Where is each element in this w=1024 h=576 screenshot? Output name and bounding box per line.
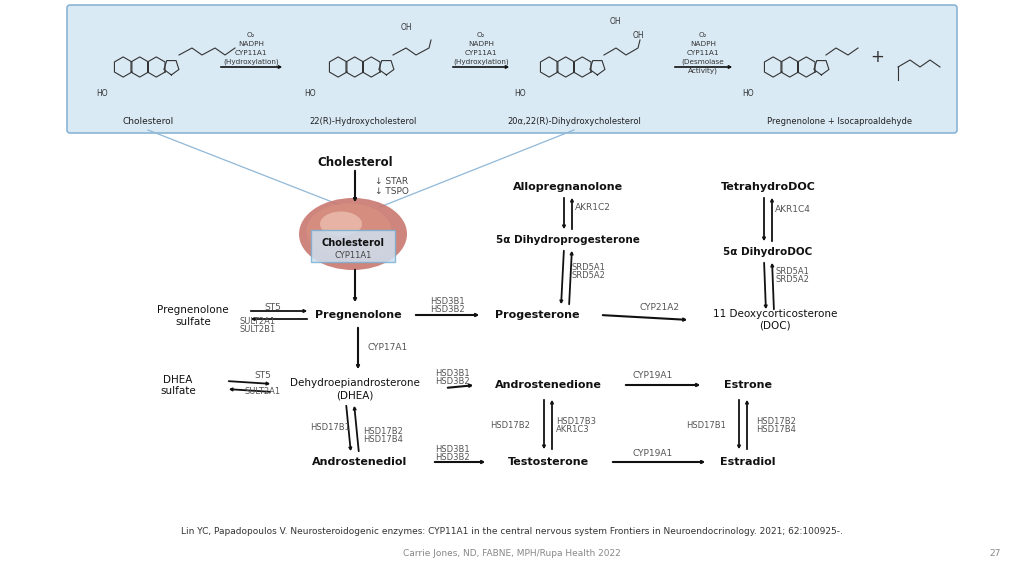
Text: Cholesterol: Cholesterol [322, 238, 384, 248]
Text: HSD17B2: HSD17B2 [490, 420, 530, 430]
Text: HSD17B4: HSD17B4 [756, 426, 796, 434]
Text: DHEA: DHEA [163, 375, 193, 385]
Text: AKR1C3: AKR1C3 [556, 426, 590, 434]
Text: O₂: O₂ [247, 32, 255, 38]
Text: (Desmolase: (Desmolase [682, 59, 724, 65]
Text: HSD17B2: HSD17B2 [362, 426, 402, 435]
Text: Pregnenolone: Pregnenolone [158, 305, 228, 315]
Ellipse shape [299, 198, 407, 270]
Text: (Hydroxylation): (Hydroxylation) [454, 59, 509, 65]
Text: ↓ STAR: ↓ STAR [375, 176, 409, 185]
Text: HO: HO [514, 89, 525, 97]
Text: SRD5A2: SRD5A2 [572, 271, 606, 281]
Text: NADPH: NADPH [238, 41, 264, 47]
Text: Allopregnanolone: Allopregnanolone [513, 182, 623, 192]
Text: SULT2A1: SULT2A1 [240, 317, 276, 327]
Text: AKR1C2: AKR1C2 [575, 203, 611, 211]
Text: OH: OH [400, 24, 412, 32]
Text: ST5: ST5 [255, 372, 271, 381]
Text: O₂: O₂ [477, 32, 485, 38]
Text: Estradiol: Estradiol [720, 457, 776, 467]
FancyBboxPatch shape [67, 5, 957, 133]
Text: ↓ TSPO: ↓ TSPO [375, 187, 409, 195]
Text: OH: OH [609, 17, 621, 26]
Text: NADPH: NADPH [690, 41, 716, 47]
Text: Testosterone: Testosterone [508, 457, 589, 467]
Text: AKR1C4: AKR1C4 [775, 204, 811, 214]
Text: Carrie Jones, ND, FABNE, MPH/Rupa Health 2022: Carrie Jones, ND, FABNE, MPH/Rupa Health… [403, 548, 621, 558]
Text: SRD5A2: SRD5A2 [776, 275, 810, 285]
Text: CYP11A1: CYP11A1 [465, 50, 498, 56]
Text: CYP11A1: CYP11A1 [334, 252, 372, 260]
Text: (DHEA): (DHEA) [336, 390, 374, 400]
Text: HSD3B1: HSD3B1 [430, 297, 464, 306]
Text: SULT2B1: SULT2B1 [240, 325, 276, 335]
Text: sulfate: sulfate [175, 317, 211, 327]
Text: CYP11A1: CYP11A1 [234, 50, 267, 56]
Text: Activity): Activity) [688, 68, 718, 74]
Text: CYP11A1: CYP11A1 [687, 50, 719, 56]
Text: SRD5A1: SRD5A1 [572, 263, 606, 272]
Text: NADPH: NADPH [468, 41, 494, 47]
Text: SULT2A1: SULT2A1 [245, 386, 281, 396]
Text: Androstenediol: Androstenediol [312, 457, 408, 467]
Text: HSD17B2: HSD17B2 [756, 418, 796, 426]
Text: HSD17B3: HSD17B3 [556, 418, 596, 426]
Text: Dehydroepiandrosterone: Dehydroepiandrosterone [290, 378, 420, 388]
Text: TetrahydroDOC: TetrahydroDOC [721, 182, 815, 192]
Text: HSD3B2: HSD3B2 [434, 377, 469, 386]
Text: (DOC): (DOC) [759, 321, 791, 331]
Text: +: + [870, 48, 884, 66]
FancyBboxPatch shape [311, 230, 395, 262]
Text: ST5: ST5 [264, 302, 282, 312]
Text: Estrone: Estrone [724, 380, 772, 390]
Text: HSD3B1: HSD3B1 [434, 369, 469, 378]
Text: O₂: O₂ [698, 32, 708, 38]
Text: Pregnenolone: Pregnenolone [314, 310, 401, 320]
Text: Cholesterol: Cholesterol [123, 118, 174, 127]
Ellipse shape [319, 211, 362, 237]
Text: 5α DihydroDOC: 5α DihydroDOC [723, 247, 813, 257]
Text: Cholesterol: Cholesterol [317, 156, 393, 169]
Text: 20α,22(R)-Dihydroxycholesterol: 20α,22(R)-Dihydroxycholesterol [507, 118, 641, 127]
Text: Androstenedione: Androstenedione [495, 380, 601, 390]
Text: HSD17B1: HSD17B1 [310, 423, 350, 431]
Text: HSD3B2: HSD3B2 [430, 305, 464, 314]
Text: HSD3B2: HSD3B2 [434, 453, 469, 463]
Text: Lin YC, Papadopoulos V. Neurosteroidogenic enzymes: CYP11A1 in the central nervo: Lin YC, Papadopoulos V. Neurosteroidogen… [181, 528, 843, 536]
Text: 5α Dihydroprogesterone: 5α Dihydroprogesterone [496, 235, 640, 245]
Ellipse shape [306, 203, 391, 259]
Text: Pregnenolone + Isocaproaldehyde: Pregnenolone + Isocaproaldehyde [767, 118, 912, 127]
Text: Progesterone: Progesterone [495, 310, 580, 320]
Text: CYP17A1: CYP17A1 [368, 343, 409, 351]
Text: OH: OH [632, 31, 644, 40]
Text: SRD5A1: SRD5A1 [776, 267, 810, 276]
Text: HO: HO [304, 89, 315, 97]
Text: (Hydroxylation): (Hydroxylation) [223, 59, 279, 65]
Text: HO: HO [96, 89, 108, 97]
Text: HSD17B4: HSD17B4 [362, 434, 402, 444]
Text: 11 Deoxycorticosterone: 11 Deoxycorticosterone [713, 309, 838, 319]
Text: HSD17B1: HSD17B1 [686, 420, 726, 430]
Text: HSD3B1: HSD3B1 [434, 445, 469, 454]
Text: sulfate: sulfate [160, 386, 196, 396]
Text: 22(R)-Hydroxycholesterol: 22(R)-Hydroxycholesterol [309, 118, 417, 127]
Text: CYP21A2: CYP21A2 [640, 302, 680, 312]
Text: HO: HO [742, 89, 754, 97]
Text: 27: 27 [989, 548, 1000, 558]
Text: CYP19A1: CYP19A1 [633, 449, 673, 457]
Text: CYP19A1: CYP19A1 [633, 372, 673, 381]
